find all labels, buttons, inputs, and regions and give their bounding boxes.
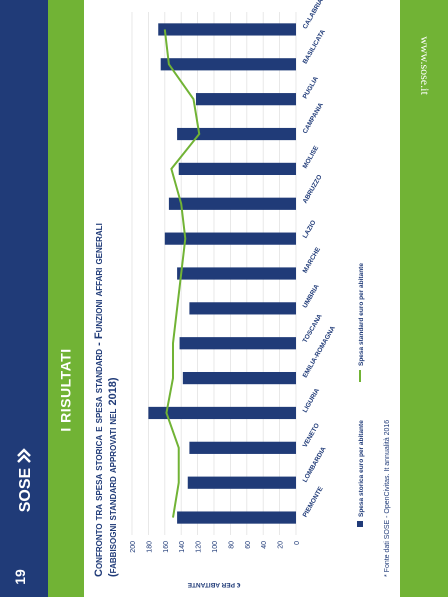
x-tick-label: MOLISE (302, 144, 321, 170)
chart-title: Confronto tra spesa storica e spesa stan… (93, 223, 105, 577)
bar-line-chart: 0 20 40 60 80 100 120 140 160 180 200 € PER ABITANT… (130, 0, 365, 588)
y-tick-label: 100 (212, 541, 219, 553)
x-tick-label: PUGLIA (302, 75, 320, 100)
bar (179, 337, 297, 350)
x-tick-label: VENETO (302, 422, 321, 449)
content-area: Confronto tra spesa storica e spesa stan… (86, 0, 400, 597)
section-title-text: I RISULTATI (58, 348, 75, 432)
bar (158, 23, 296, 36)
y-tick-label: 80 (228, 541, 235, 549)
x-tick-label: CAMPANIA (302, 101, 325, 135)
bar (189, 441, 296, 454)
y-tick-label: 200 (130, 541, 137, 553)
chart-subtitle: (fabbisogni standard approvati nel 2018) (107, 377, 119, 577)
x-tick-label: LIGURIA (302, 387, 322, 414)
sose-logo: SOSE (4, 440, 44, 540)
bar (168, 197, 296, 210)
legend-label-bars: Spesa storica euro per abitante (358, 420, 365, 517)
website[interactable]: www.sose.it (400, 0, 448, 130)
bar (160, 58, 297, 71)
legend-label-line: Spesa standard euro per abitante (358, 263, 365, 366)
x-tick-label: ABRUZZO (302, 174, 324, 205)
x-tick-label: CALABRIA (302, 0, 325, 30)
x-tick-label: BASILICATA (302, 28, 327, 65)
rotated-slide: Confronto tra spesa storica e spesa stan… (86, 0, 400, 597)
bar (164, 232, 296, 245)
x-tick-label: MARCHE (302, 246, 323, 275)
right-green-band: www.sose.it (400, 0, 448, 597)
x-tick-label: LOMBARDIA (302, 446, 328, 484)
y-tick-label: 160 (163, 541, 170, 553)
page-number: 19 (12, 569, 28, 585)
bar (195, 93, 296, 106)
x-tick-label: PIEMONTE (302, 485, 325, 518)
y-tick-label: 40 (261, 541, 268, 549)
section-title: I RISULTATI (48, 330, 84, 450)
website-text[interactable]: www.sose.it (417, 35, 432, 95)
bar (148, 406, 297, 420)
y-tick-label: 180 (146, 541, 153, 553)
bar (177, 511, 296, 524)
logo-text: SOSE (17, 467, 34, 512)
legend-swatch-bars (357, 521, 363, 527)
y-tick-label: 120 (196, 541, 203, 553)
footnote: * Fonte dati SOSE - OpenCivitas. It annu… (384, 419, 391, 577)
y-tick-label: 140 (179, 541, 186, 553)
section-header-band (48, 0, 84, 597)
x-tick-label: LAZIO (302, 219, 318, 239)
bar (182, 371, 297, 385)
y-axis-label: € PER ABITANTE (187, 581, 240, 588)
bar (189, 302, 296, 315)
x-tick-label: TOSCANA (302, 313, 324, 344)
left-navy-strip: SOSE 19 (0, 0, 48, 597)
bar (177, 267, 296, 280)
bar (177, 127, 296, 141)
chart-title-block: Confronto tra spesa storica e spesa stan… (92, 7, 120, 577)
bar (187, 476, 296, 489)
bar (178, 162, 297, 176)
y-tick-label: 20 (278, 541, 285, 549)
y-tick-label: 0 (294, 541, 301, 545)
x-tick-label: UMBRIA (302, 283, 321, 309)
y-tick-label: 60 (245, 541, 252, 549)
